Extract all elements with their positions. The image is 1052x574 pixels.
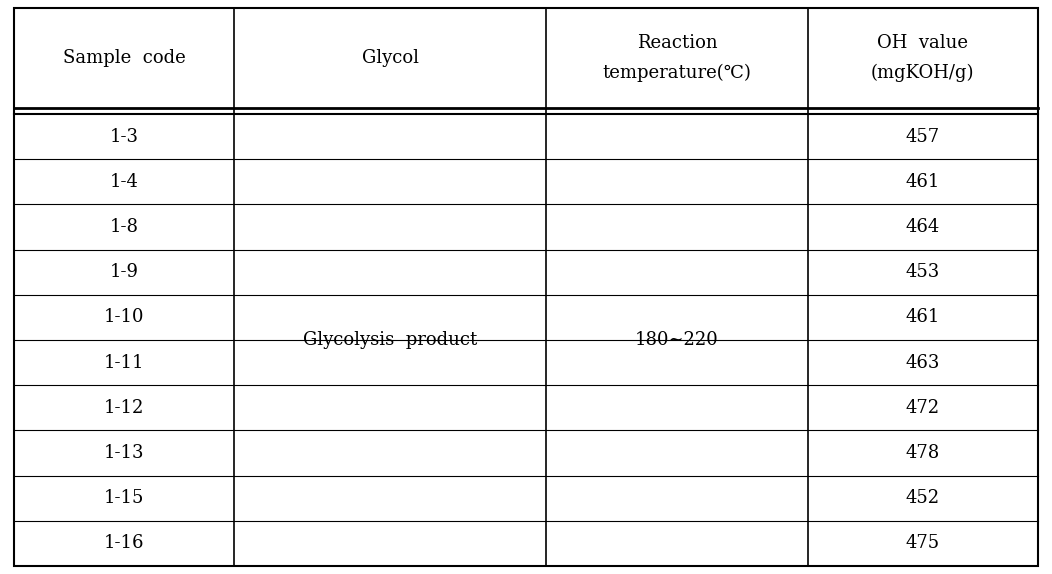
Text: 475: 475 <box>906 534 939 552</box>
Text: 1-11: 1-11 <box>104 354 144 371</box>
Text: 180~220: 180~220 <box>635 331 719 349</box>
Text: Sample  code: Sample code <box>63 49 185 67</box>
Text: 463: 463 <box>906 354 940 371</box>
Text: 461: 461 <box>906 308 940 327</box>
Text: 1-12: 1-12 <box>104 399 144 417</box>
Text: 1-13: 1-13 <box>104 444 144 462</box>
Text: 457: 457 <box>906 127 939 146</box>
Text: 461: 461 <box>906 173 940 191</box>
Text: 1-3: 1-3 <box>109 127 139 146</box>
Text: Glycolysis  product: Glycolysis product <box>303 331 478 349</box>
Text: 1-10: 1-10 <box>104 308 144 327</box>
Text: OH  value
(mgKOH/g): OH value (mgKOH/g) <box>871 34 974 82</box>
Text: 1-9: 1-9 <box>109 263 139 281</box>
Text: 1-15: 1-15 <box>104 489 144 507</box>
Text: 1-16: 1-16 <box>104 534 144 552</box>
Text: 478: 478 <box>906 444 939 462</box>
Text: 452: 452 <box>906 489 939 507</box>
Text: 464: 464 <box>906 218 939 236</box>
Text: Reaction
temperature(℃): Reaction temperature(℃) <box>603 34 751 82</box>
Text: 453: 453 <box>906 263 939 281</box>
Text: 472: 472 <box>906 399 939 417</box>
Text: 1-4: 1-4 <box>109 173 139 191</box>
Text: 1-8: 1-8 <box>109 218 139 236</box>
Text: Glycol: Glycol <box>362 49 419 67</box>
